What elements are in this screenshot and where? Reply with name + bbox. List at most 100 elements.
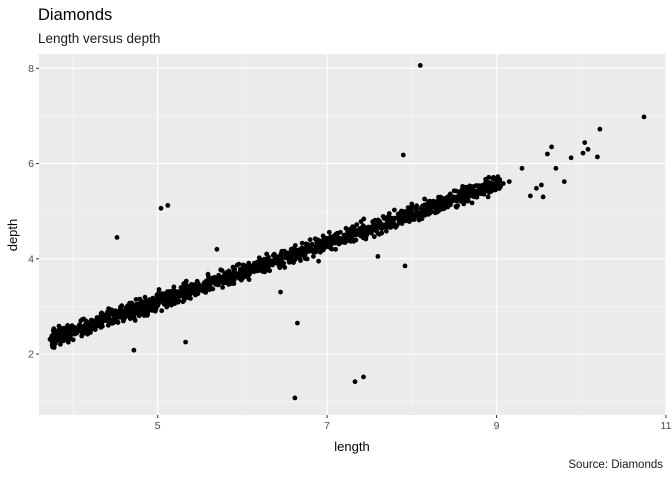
- data-point: [234, 262, 240, 268]
- data-point: [377, 231, 382, 237]
- data-point: [135, 301, 141, 307]
- data-point: [465, 196, 471, 201]
- data-point: [351, 238, 357, 244]
- data-point: [181, 281, 187, 286]
- data-point: [467, 187, 473, 193]
- data-point: [242, 269, 248, 274]
- data-point: [57, 333, 63, 339]
- data-point: [281, 260, 287, 266]
- data-point: [641, 114, 647, 120]
- data-point: [220, 285, 226, 290]
- data-point: [444, 203, 449, 209]
- data-point: [140, 299, 146, 305]
- data-point: [237, 275, 243, 281]
- data-point: [231, 281, 237, 286]
- data-point: [277, 265, 283, 271]
- data-point: [528, 193, 533, 199]
- data-point: [254, 265, 260, 270]
- data-point: [88, 317, 94, 323]
- chart-title: Diamonds: [38, 6, 113, 24]
- data-point: [226, 282, 232, 287]
- data-point: [52, 331, 57, 337]
- data-point: [133, 297, 139, 302]
- data-point: [451, 188, 457, 194]
- data-point: [431, 199, 437, 205]
- data-point: [159, 308, 165, 314]
- data-point: [483, 176, 489, 182]
- data-point: [325, 240, 331, 246]
- data-point: [549, 144, 554, 150]
- data-point: [159, 297, 165, 303]
- data-point: [272, 258, 277, 264]
- chart-subtitle: Length versus depth: [38, 31, 161, 46]
- data-point: [178, 285, 184, 290]
- data-point: [52, 335, 58, 341]
- data-point: [539, 182, 544, 188]
- data-point: [460, 184, 465, 189]
- data-point: [436, 194, 441, 200]
- data-point: [230, 276, 235, 282]
- data-point: [355, 229, 360, 235]
- data-point: [141, 313, 147, 318]
- data-point: [123, 310, 129, 316]
- data-point: [63, 331, 69, 336]
- data-point: [288, 246, 294, 252]
- data-point: [368, 230, 374, 236]
- data-point: [460, 196, 466, 202]
- data-point: [311, 254, 316, 259]
- data-point: [382, 216, 387, 221]
- data-point: [218, 277, 224, 283]
- data-point: [260, 263, 266, 268]
- data-point: [195, 285, 200, 291]
- data-point: [331, 238, 337, 244]
- data-point: [214, 246, 220, 252]
- data-point: [320, 233, 326, 239]
- data-point: [295, 320, 300, 326]
- data-point: [486, 190, 492, 195]
- x-tick-label: 5: [155, 420, 161, 432]
- data-point: [473, 188, 479, 194]
- data-point: [450, 196, 455, 202]
- data-point: [375, 254, 381, 259]
- data-point: [392, 207, 397, 213]
- data-point: [338, 229, 343, 235]
- data-point: [158, 205, 164, 211]
- data-point: [282, 248, 287, 254]
- data-point: [553, 165, 559, 171]
- data-point: [409, 201, 415, 207]
- data-point: [155, 292, 161, 297]
- data-point: [273, 253, 278, 259]
- data-point: [68, 329, 74, 335]
- y-tick-label: 8: [28, 63, 34, 75]
- data-point: [361, 227, 366, 233]
- data-point: [162, 291, 167, 297]
- data-point: [51, 345, 57, 350]
- data-point: [333, 246, 338, 252]
- data-point: [456, 195, 461, 200]
- data-point: [67, 324, 73, 330]
- major-gridlines: [39, 54, 667, 415]
- data-point: [90, 322, 96, 327]
- data-point: [171, 294, 177, 299]
- data-point: [307, 246, 313, 252]
- data-point: [438, 201, 443, 206]
- data-point: [135, 306, 141, 312]
- data-point: [266, 260, 271, 266]
- data-point: [384, 228, 389, 234]
- data-point: [224, 275, 230, 281]
- tick-labels: 5 7 9 11 2 4 6 8: [28, 63, 671, 432]
- data-point: [206, 274, 211, 280]
- data-point: [47, 336, 53, 342]
- data-point: [129, 301, 135, 307]
- data-point: [461, 192, 467, 198]
- y-axis-title: depth: [5, 219, 20, 252]
- data-point: [328, 246, 334, 252]
- data-point: [266, 254, 271, 260]
- data-point: [595, 154, 600, 160]
- data-point: [118, 304, 123, 310]
- data-point: [519, 165, 525, 171]
- data-point: [441, 206, 447, 212]
- data-point: [414, 209, 420, 215]
- data-point: [140, 308, 146, 314]
- data-point: [500, 181, 506, 186]
